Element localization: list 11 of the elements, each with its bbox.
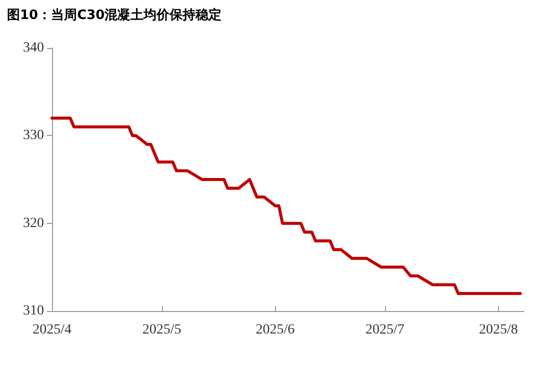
x-tick-label: 2025/4 [32,322,72,338]
x-tick-label: 2025/7 [366,322,404,338]
y-tick-label: 340 [23,40,44,56]
x-tick-label: 2025/6 [256,322,295,338]
y-tick-label: 310 [23,304,44,318]
x-tick-label: 2025/8 [478,322,518,338]
chart-title: 图10：当周C30混凝土均价保持稳定 [7,7,222,23]
line-series [50,116,522,295]
y-tick-label: 320 [23,216,44,231]
x-tick-label: 2025/5 [142,322,182,338]
y-tick-label: 330 [23,128,44,144]
